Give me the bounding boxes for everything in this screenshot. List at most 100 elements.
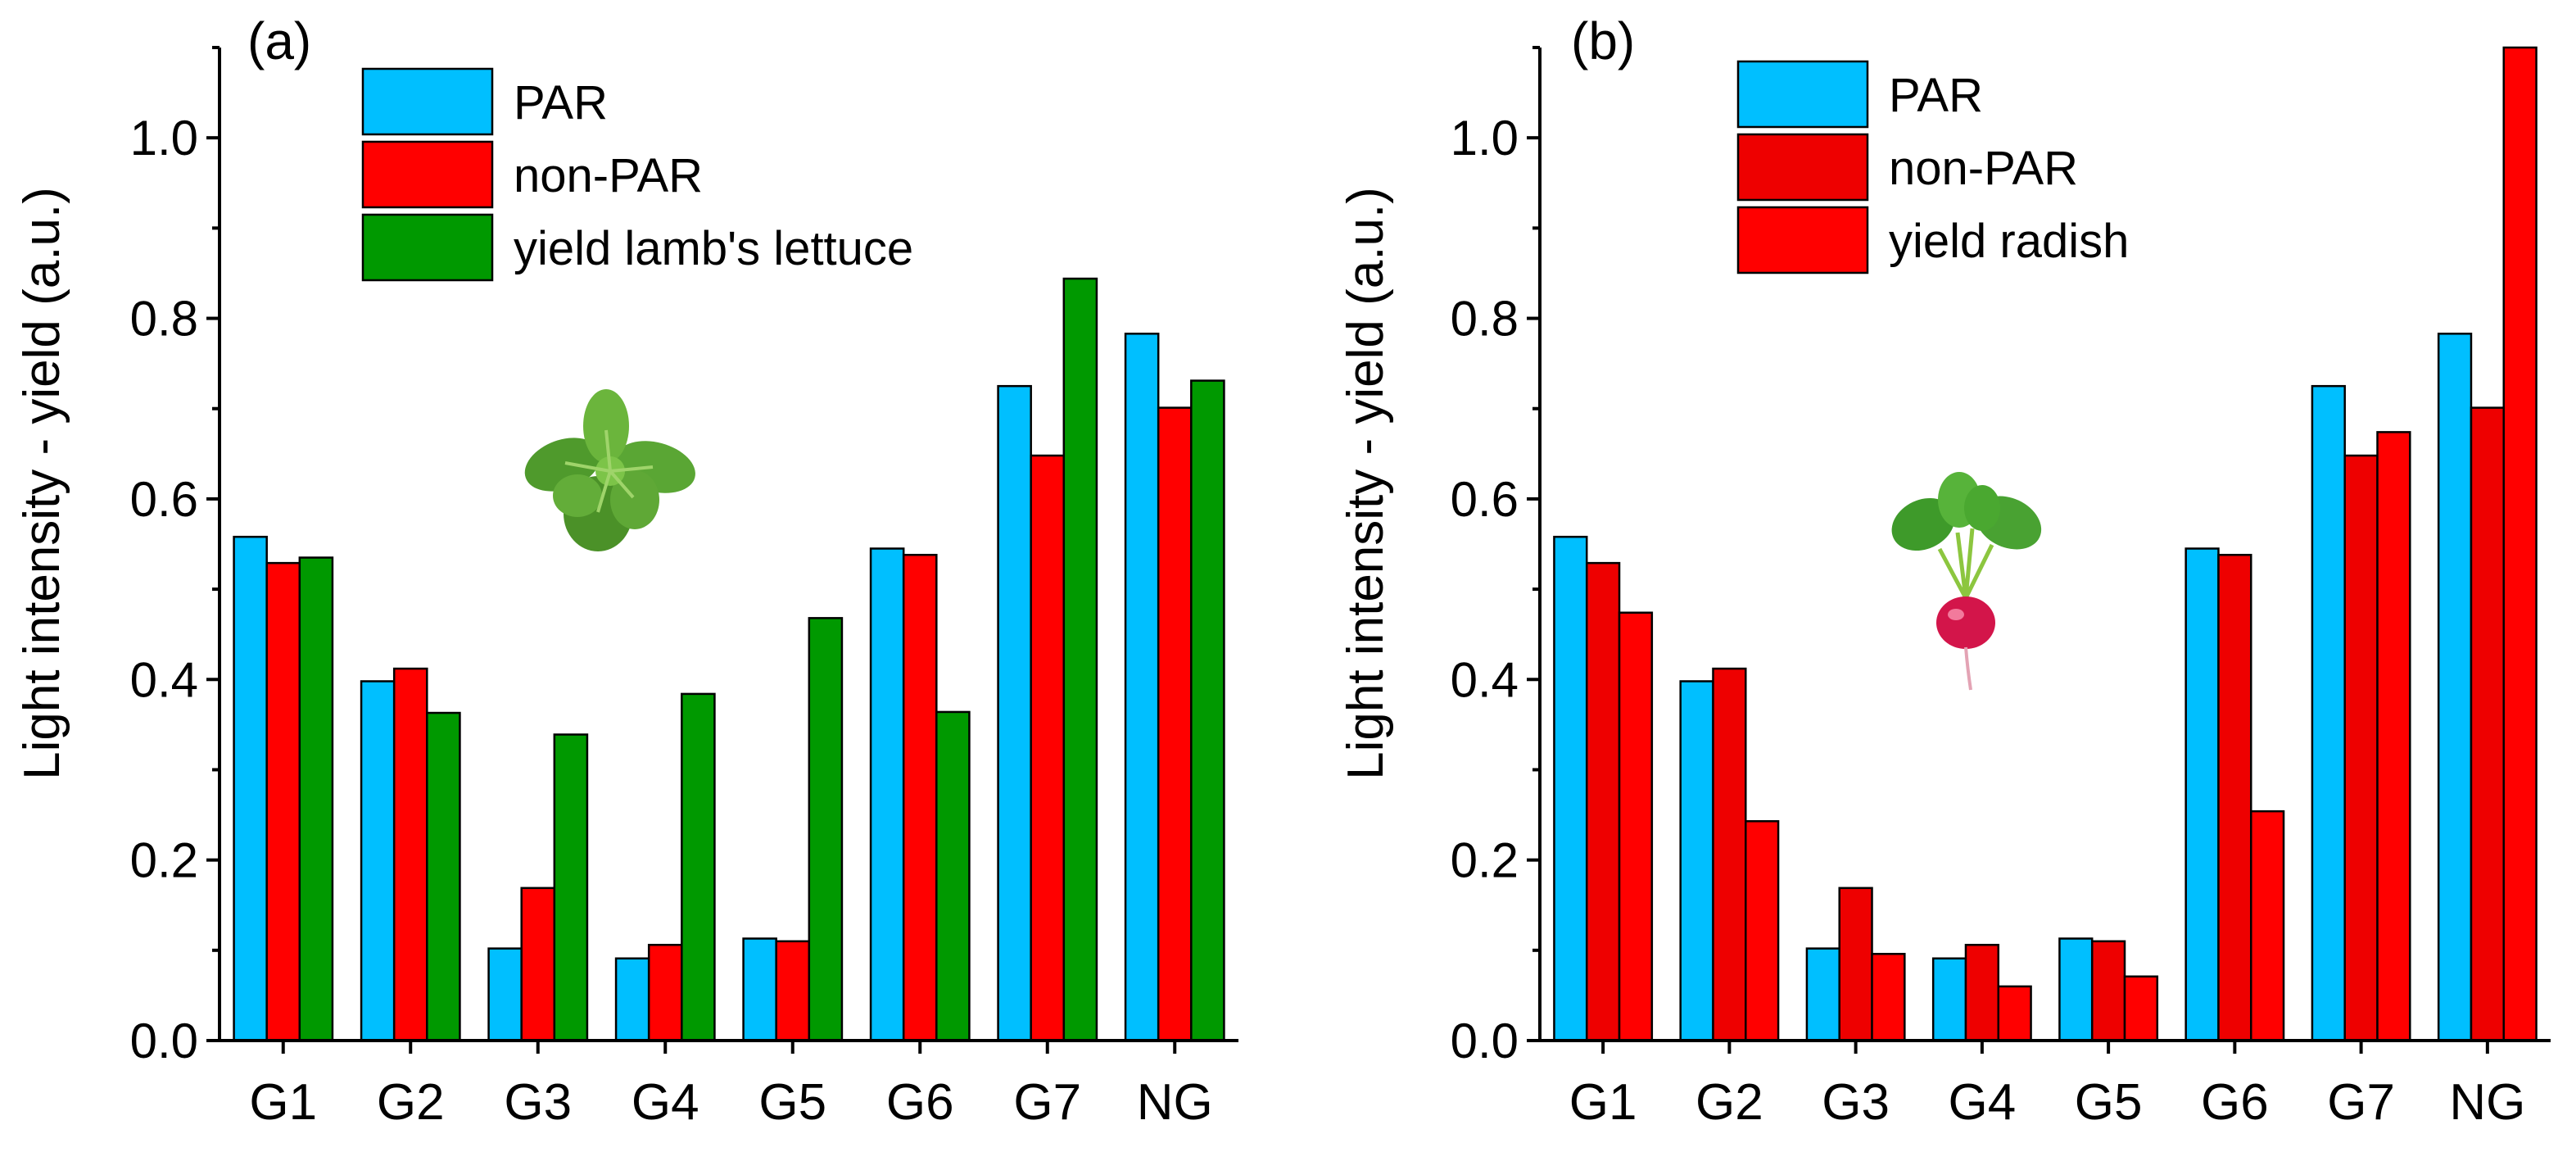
bar-yield-lamb-s-lettuce-g3 — [553, 733, 589, 1042]
bar-yield-radish-g1 — [1618, 611, 1654, 1042]
x-tick-label: G2 — [1695, 1074, 1763, 1131]
x-tick-label: G4 — [632, 1074, 699, 1131]
x-tick-label: G5 — [2075, 1074, 2143, 1131]
panel-b-legend: PAR non-PAR yield radish — [1736, 60, 2129, 274]
x-tick-label: G6 — [886, 1074, 954, 1131]
bar-par-g1 — [233, 535, 268, 1042]
panel-b-chart: (b) Light intensity - yield (a.u.) 0.00.… — [1338, 11, 2551, 1131]
panel-a-axes: 0.0 0.2 0.4 0.6 0.8 1.0 G1 G2 G3 G4 G5 G6 G7 NG — [130, 46, 1238, 1131]
bar-par-g2 — [1679, 680, 1714, 1042]
bar-yield-radish-ng — [2502, 46, 2538, 1042]
bar-non-par-g1 — [265, 561, 301, 1042]
bar-non-par-g2 — [392, 667, 428, 1042]
bar-non-par-ng — [1157, 406, 1193, 1042]
bar-non-par-g3 — [1838, 887, 1873, 1042]
x-tick-label: NG — [2449, 1074, 2525, 1131]
panel-b-y-axis-label: Light intensity - yield (a.u.) — [1338, 187, 1394, 780]
y-tick-label: 0.2 — [130, 833, 198, 888]
bar-yield-radish-g4 — [1997, 985, 2032, 1042]
x-tick-label: G4 — [1949, 1074, 2017, 1131]
lettuce-icon — [524, 389, 695, 551]
y-tick-label: 1.0 — [1451, 111, 1519, 166]
bar-par-g5 — [2058, 937, 2094, 1042]
x-tick-label: G3 — [1822, 1074, 1890, 1131]
bar-par-g4 — [1931, 957, 1967, 1042]
y-tick-label: 0.4 — [130, 652, 198, 707]
bar-non-par-g5 — [775, 940, 811, 1042]
bar-yield-lamb-s-lettuce-g2 — [426, 711, 461, 1042]
bar-non-par-g6 — [2217, 553, 2252, 1042]
x-tick-label: G2 — [377, 1074, 445, 1131]
bar-yield-lamb-s-lettuce-g4 — [681, 692, 716, 1042]
bar-non-par-g3 — [520, 887, 556, 1042]
bar-par-g5 — [742, 937, 777, 1042]
bar-par-g6 — [869, 547, 905, 1042]
bar-yield-lamb-s-lettuce-ng — [1190, 379, 1225, 1042]
panel-b-axes: 0.0 0.2 0.4 0.6 0.8 1.0 G1 G2 G3 G4 G5 G6 G7 NG — [1451, 46, 2551, 1131]
bar-non-par-g7 — [1030, 454, 1066, 1042]
legend-label: non-PAR — [1889, 142, 2078, 195]
bar-yield-radish-g5 — [2123, 975, 2159, 1042]
bar-yield-lamb-s-lettuce-g6 — [935, 710, 971, 1042]
bar-par-g6 — [2184, 547, 2220, 1042]
bar-non-par-g1 — [1585, 561, 1621, 1042]
bar-non-par-g6 — [902, 553, 938, 1042]
y-tick-label: 0.0 — [130, 1014, 198, 1068]
panel-a-chart: (a) Light intensity - yield (a.u.) 0.00.… — [14, 11, 1238, 1131]
bar-non-par-g2 — [1712, 667, 1747, 1042]
x-tick-label: G1 — [249, 1074, 317, 1131]
legend-label: yield lamb's lettuce — [514, 222, 913, 275]
bar-yield-radish-g7 — [2376, 431, 2411, 1042]
legend-label: PAR — [514, 76, 608, 129]
panel-a-label: (a) — [247, 11, 311, 70]
legend-label: yield radish — [1889, 215, 2129, 268]
legend-swatch — [361, 67, 494, 136]
bar-par-g3 — [487, 947, 523, 1042]
x-tick-label: G7 — [2327, 1074, 2395, 1131]
bar-par-g4 — [614, 957, 650, 1042]
x-tick-label: G7 — [1013, 1074, 1081, 1131]
legend-swatch — [1736, 206, 1869, 274]
x-tick-label: G5 — [758, 1074, 826, 1131]
bar-yield-radish-g3 — [1871, 952, 1906, 1042]
bar-par-g1 — [1553, 535, 1588, 1042]
panel-a-y-axis-label: Light intensity - yield (a.u.) — [14, 187, 70, 780]
bar-yield-radish-g2 — [1745, 820, 1780, 1042]
legend-label: PAR — [1889, 69, 1983, 122]
y-tick-label: 0.8 — [1451, 292, 1519, 347]
y-tick-label: 0.4 — [1451, 652, 1519, 707]
bar-non-par-g5 — [2090, 940, 2126, 1042]
x-tick-label: G3 — [504, 1074, 572, 1131]
x-tick-label: G1 — [1569, 1074, 1637, 1131]
legend-swatch — [1736, 133, 1869, 202]
bar-yield-lamb-s-lettuce-g5 — [808, 617, 844, 1042]
bar-yield-radish-g6 — [2250, 810, 2285, 1042]
bar-non-par-g4 — [1964, 943, 2000, 1042]
legend-swatch — [1736, 60, 1869, 129]
x-tick-label: G6 — [2201, 1074, 2269, 1131]
y-tick-label: 0.0 — [1451, 1014, 1519, 1068]
legend-label: non-PAR — [514, 149, 703, 202]
bar-par-g2 — [360, 680, 396, 1042]
y-tick-label: 0.6 — [1451, 472, 1519, 527]
bar-yield-lamb-s-lettuce-g1 — [298, 556, 334, 1042]
x-tick-label: NG — [1137, 1074, 1213, 1131]
panel-a-bars — [233, 277, 1225, 1042]
bar-non-par-g7 — [2343, 454, 2379, 1042]
radish-icon — [1891, 472, 2042, 691]
legend-swatch — [361, 140, 494, 209]
bar-par-g3 — [1805, 947, 1840, 1042]
legend-swatch — [361, 213, 494, 282]
bar-non-par-ng — [2470, 406, 2506, 1042]
bar-par-g7 — [997, 384, 1032, 1042]
panel-a-legend: PAR non-PAR yield lamb's lettuce — [361, 67, 913, 282]
y-tick-label: 0.6 — [130, 472, 198, 527]
panel-b-bars — [1553, 46, 2538, 1042]
y-tick-label: 1.0 — [130, 111, 198, 166]
y-tick-label: 0.2 — [1451, 833, 1519, 888]
panel-b-label: (b) — [1571, 11, 1635, 70]
bar-par-g7 — [2311, 384, 2346, 1042]
bar-non-par-g4 — [647, 943, 683, 1042]
y-tick-label: 0.8 — [130, 292, 198, 347]
